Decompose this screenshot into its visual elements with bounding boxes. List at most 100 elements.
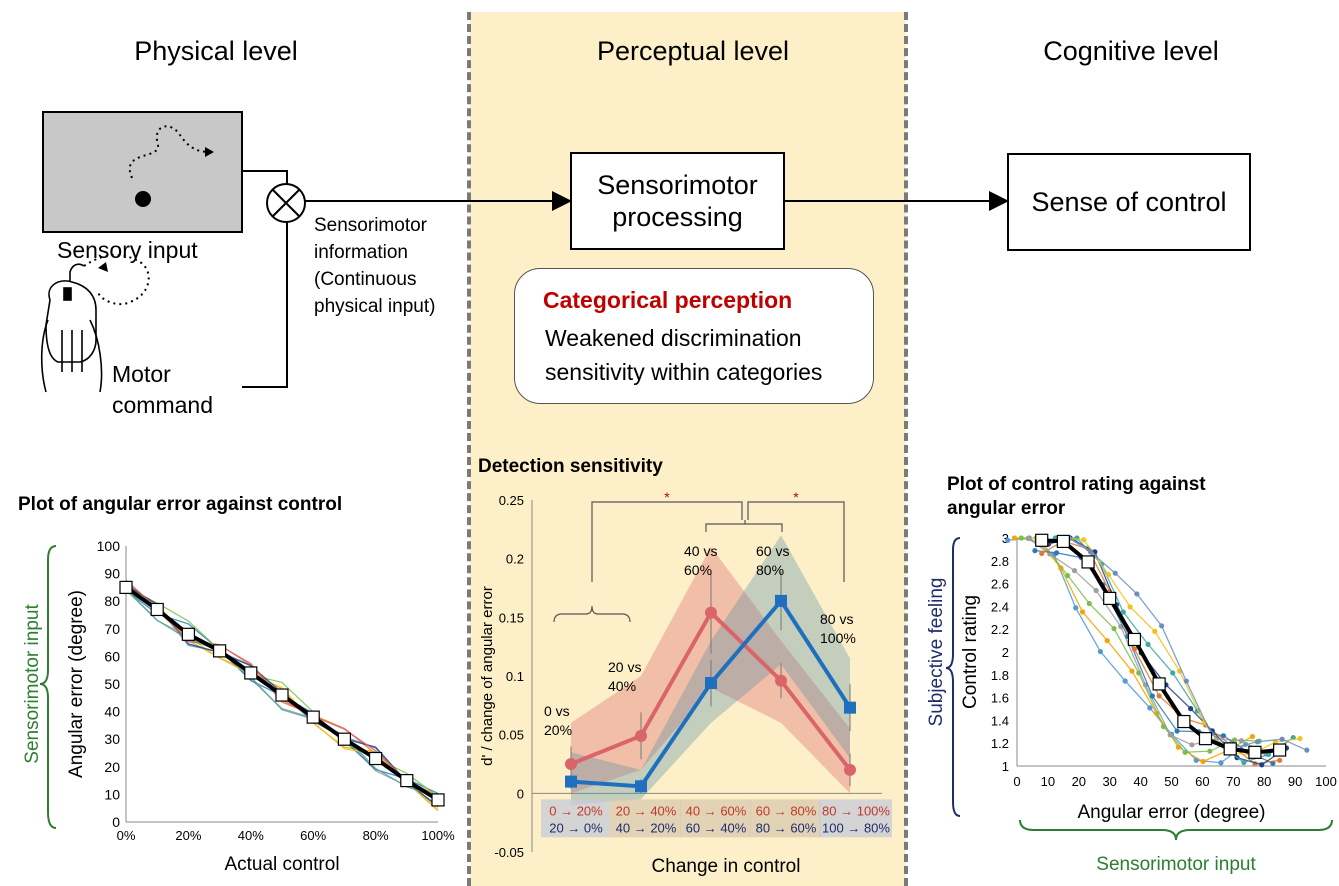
category-blue-label: 100 → 80% xyxy=(822,820,890,835)
point-label-line2: 40% xyxy=(608,678,636,694)
individual-point xyxy=(1032,548,1038,554)
y-tick-label: -0.05 xyxy=(494,845,524,860)
y-axis-label: d' / change of angular error xyxy=(479,586,496,766)
y-tick-label: 0.25 xyxy=(499,493,524,508)
individual-point xyxy=(1207,748,1213,754)
category-cell xyxy=(541,799,610,838)
detection-sensitivity-chart: -0.05 0 0.05 0.1 0.15 0.2 0.25 0 vs 20% 20 vs 40% 4… xyxy=(479,489,892,877)
y-tick-label: 0 xyxy=(112,814,120,830)
individual-point xyxy=(1272,739,1278,745)
mean-marker xyxy=(1127,632,1142,647)
y-tick-label: 3 xyxy=(1002,531,1009,546)
individual-point xyxy=(1149,693,1155,699)
mean-marker xyxy=(369,751,383,766)
y-tick-label: 40 xyxy=(104,704,120,720)
processing-line-1: Sensorimotor xyxy=(597,170,758,200)
mean-marker xyxy=(1198,732,1213,746)
category-cell xyxy=(610,799,681,838)
x-tick-label: 80% xyxy=(363,828,389,843)
x-tick-label: 50 xyxy=(1164,774,1178,789)
individual-point xyxy=(1277,757,1283,763)
mean-marker xyxy=(213,644,227,658)
individual-point xyxy=(1254,739,1261,745)
y-tick-label: 10 xyxy=(104,786,120,802)
individual-point xyxy=(1189,742,1195,748)
x-tick-label: 60 xyxy=(1195,774,1209,789)
individual-point xyxy=(1304,747,1310,753)
individual-point xyxy=(1170,670,1176,676)
individual-line xyxy=(1041,540,1280,765)
y-tick-label: 2.8 xyxy=(991,554,1009,569)
significance-star: * xyxy=(793,489,799,505)
sensorimotor-input-bottom-label: Sensorimotor input xyxy=(1096,854,1256,875)
x-tick-label: 0% xyxy=(117,828,136,843)
y-tick-label: 0.2 xyxy=(506,552,524,567)
red-point xyxy=(775,674,787,687)
mean-marker xyxy=(1248,745,1262,759)
blue-point xyxy=(844,701,856,714)
bottom-brace xyxy=(1019,819,1333,841)
individual-point xyxy=(1129,668,1135,674)
sensorimotor-info-2: information xyxy=(314,242,408,263)
individual-line xyxy=(1055,537,1294,764)
individual-point xyxy=(1182,749,1188,755)
mean-marker xyxy=(119,580,133,595)
x-tick-label: 100 xyxy=(1315,774,1337,789)
mean-marker xyxy=(1035,533,1049,547)
individual-point xyxy=(1159,623,1165,629)
x-axis-label: Change in control xyxy=(652,856,801,877)
x-tick-label: 0 xyxy=(1013,774,1020,789)
x-axis-label: Actual control xyxy=(224,854,339,875)
individual-point xyxy=(1122,678,1128,684)
individual-point xyxy=(1241,759,1247,766)
individual-point xyxy=(1167,732,1173,738)
point-label-line1: 0 vs xyxy=(544,703,570,719)
category-blue-label: 80 → 60% xyxy=(756,820,817,835)
individual-point xyxy=(1093,587,1099,594)
categorical-text-2: sensitivity within categories xyxy=(545,359,823,385)
individual-point xyxy=(1087,549,1094,555)
individual-line xyxy=(125,588,439,798)
mean-marker xyxy=(306,710,320,724)
individual-point xyxy=(1065,572,1071,579)
sense-of-control-box: Sense of control xyxy=(1007,153,1251,251)
point-label-line2: 20% xyxy=(544,722,572,738)
blue-point xyxy=(705,677,717,690)
individual-point xyxy=(1073,605,1079,611)
right-plot-title-2: angular error xyxy=(947,498,1066,519)
y-tick-label: 30 xyxy=(104,731,120,747)
category-blue-label: 40 → 20% xyxy=(616,820,677,835)
sense-of-control-label: Sense of control xyxy=(1031,187,1227,217)
x-tick-label: 20 xyxy=(1072,774,1086,789)
individual-point xyxy=(1297,735,1303,742)
individual-point xyxy=(1105,571,1112,578)
sig-bracket-right xyxy=(747,501,845,582)
mean-marker xyxy=(337,732,351,746)
individual-point xyxy=(1131,646,1138,652)
y-tick-label: 1.6 xyxy=(991,691,1009,706)
red-point xyxy=(635,729,647,742)
individual-point xyxy=(1104,637,1110,644)
x-tick-label: 70 xyxy=(1226,774,1240,789)
individual-point xyxy=(1011,535,1018,541)
motor-command-label-1: Motor xyxy=(112,361,171,387)
category-cell xyxy=(750,799,821,838)
individual-point xyxy=(1005,537,1011,543)
divider-left xyxy=(467,12,471,886)
red-point xyxy=(705,606,717,619)
motor-command-label-2: command xyxy=(112,392,213,418)
sensory-input-label: Sensory input xyxy=(57,237,198,263)
y-tick-label: 1 xyxy=(1002,759,1009,774)
y-tick-label: 2.4 xyxy=(991,599,1009,614)
individual-point xyxy=(1134,591,1140,597)
subjective-feeling-side-label: Subjective feeling xyxy=(926,578,947,727)
sig-brace-low xyxy=(553,605,631,623)
point-label-line2: 60% xyxy=(684,562,712,578)
mean-marker xyxy=(1103,591,1117,606)
angular-error-chart: 0 10 20 30 40 50 60 70 80 90 100 0% 20% 40% 60% 80% 100%… xyxy=(22,538,455,875)
x-tick-label: 20% xyxy=(175,828,201,843)
y-tick-label: 0.05 xyxy=(499,728,524,743)
y-axis-label: Control rating xyxy=(960,595,981,709)
category-red-label: 0 → 20% xyxy=(549,803,603,818)
sensorimotor-input-side-label: Sensorimotor input xyxy=(22,604,43,764)
